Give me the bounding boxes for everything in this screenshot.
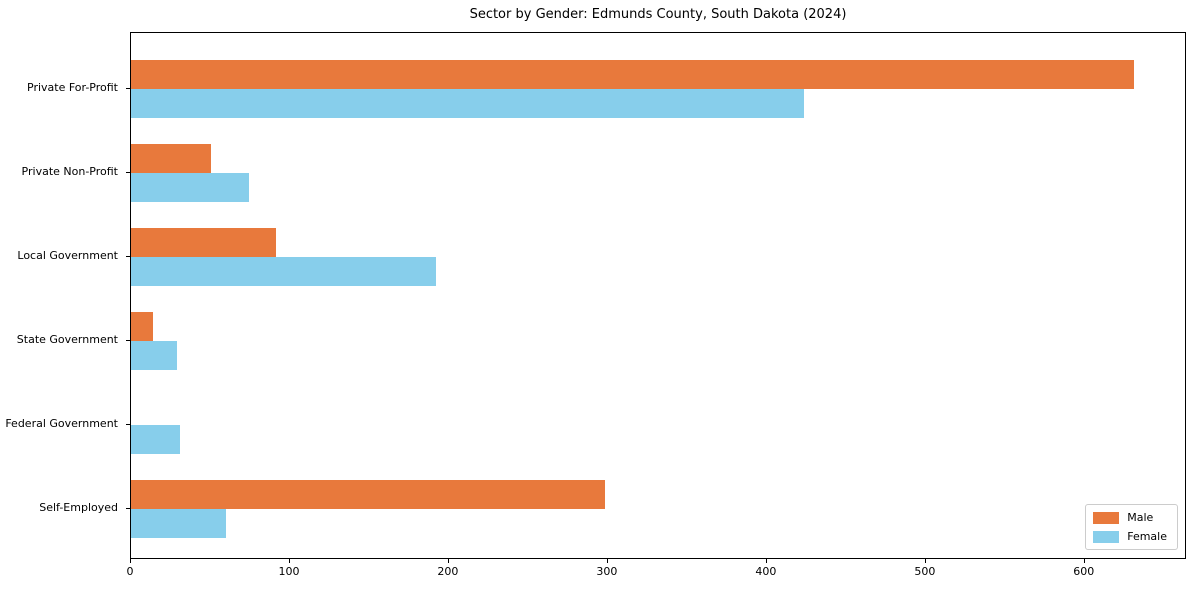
bar-female-5 (131, 425, 181, 454)
x-tick-label: 0 (126, 565, 134, 578)
y-axis-label: Private For-Profit (27, 81, 118, 94)
bar-female-3 (131, 257, 437, 286)
bar-female-4 (131, 341, 178, 370)
female-legend-label: Female (1127, 530, 1167, 543)
x-tick-mark (606, 559, 608, 563)
y-tick-mark (126, 88, 130, 89)
bar-male-1 (131, 60, 1135, 89)
bar-male-3 (131, 228, 276, 257)
y-axis-label: Federal Government (5, 417, 118, 430)
x-tick-label: 200 (437, 565, 459, 578)
bar-male-6 (131, 480, 605, 509)
legend-entry-female: Female (1093, 530, 1167, 543)
x-tick-mark (765, 559, 767, 563)
x-tick-mark (1083, 559, 1085, 563)
x-tick-mark (924, 559, 926, 563)
plot-area: Male Female (130, 32, 1186, 559)
bar-male-2 (131, 144, 211, 173)
male-legend-label: Male (1127, 511, 1154, 524)
bars-layer (131, 33, 1185, 558)
x-tick-label: 100 (278, 565, 300, 578)
x-tick-mark (130, 559, 131, 563)
y-tick-mark (126, 172, 130, 173)
y-axis-label: State Government (16, 333, 118, 346)
y-axis-label: Private Non-Profit (21, 165, 118, 178)
x-tick-label: 400 (755, 565, 777, 578)
x-tick-mark (289, 559, 290, 563)
female-legend-swatch (1093, 530, 1120, 543)
legend: Male Female (1085, 504, 1178, 550)
y-axis-label: Self-Employed (39, 501, 118, 514)
y-tick-mark (126, 424, 130, 425)
bar-male-4 (131, 312, 154, 341)
legend-entry-male: Male (1093, 511, 1167, 524)
x-tick-label: 500 (914, 565, 936, 578)
y-tick-mark (126, 508, 130, 509)
bar-female-1 (131, 89, 804, 118)
bar-female-6 (131, 509, 227, 538)
male-legend-swatch (1093, 511, 1120, 524)
y-tick-mark (126, 340, 130, 341)
x-tick-label: 300 (596, 565, 618, 578)
y-axis-label: Local Government (17, 249, 118, 262)
chart-title: Sector by Gender: Edmunds County, South … (469, 7, 847, 22)
x-tick-mark (447, 559, 449, 563)
y-tick-mark (126, 256, 130, 257)
bar-female-2 (131, 173, 249, 202)
x-tick-label: 600 (1073, 565, 1095, 578)
